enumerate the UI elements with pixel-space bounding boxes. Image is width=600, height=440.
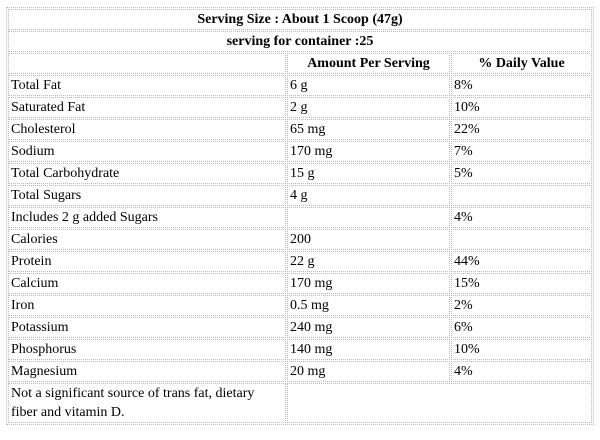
amount-cell (287, 207, 450, 228)
daily-value-cell: 4% (451, 207, 592, 228)
table-row: Sodium 170 mg 7% (8, 141, 592, 162)
table-row: Total Carbohydrate 15 g 5% (8, 163, 592, 184)
daily-value-cell: 4% (451, 361, 592, 382)
daily-value-column-header: % Daily Value (451, 53, 592, 74)
amount-cell: 2 g (287, 97, 450, 118)
amount-cell: 22 g (287, 251, 450, 272)
servings-per-container-heading: serving for container :25 (8, 31, 592, 52)
daily-value-cell: 10% (451, 339, 592, 360)
amount-cell: 6 g (287, 75, 450, 96)
footnote-row: Not a significant source of trans fat, d… (8, 383, 592, 423)
table-row: Calories 200 (8, 229, 592, 250)
nutrient-name-cell: Saturated Fat (8, 97, 286, 118)
nutrient-name-cell: Total Sugars (8, 185, 286, 206)
table-row: Total Sugars 4 g (8, 185, 592, 206)
nutrition-facts-container: Serving Size : About 1 Scoop (47g) servi… (6, 7, 594, 425)
amount-cell: 240 mg (287, 317, 450, 338)
table-row: Iron 0.5 mg 2% (8, 295, 592, 316)
nutrient-name-cell: Magnesium (8, 361, 286, 382)
amount-cell: 20 mg (287, 361, 450, 382)
nutrient-name-cell: Phosphorus (8, 339, 286, 360)
amount-cell: 4 g (287, 185, 450, 206)
daily-value-cell: 15% (451, 273, 592, 294)
footnote-empty-cell (287, 383, 592, 423)
nutrient-name-cell: Calcium (8, 273, 286, 294)
amount-cell: 15 g (287, 163, 450, 184)
amount-cell: 200 (287, 229, 450, 250)
serving-size-heading: Serving Size : About 1 Scoop (47g) (8, 9, 592, 30)
daily-value-cell: 8% (451, 75, 592, 96)
daily-value-cell: 22% (451, 119, 592, 140)
nutrient-column-header (8, 53, 286, 74)
amount-cell: 0.5 mg (287, 295, 450, 316)
daily-value-cell: 44% (451, 251, 592, 272)
amount-column-header: Amount Per Serving (287, 53, 450, 74)
daily-value-cell: 5% (451, 163, 592, 184)
table-row: Potassium 240 mg 6% (8, 317, 592, 338)
nutrient-name-cell: Iron (8, 295, 286, 316)
nutrition-table: Serving Size : About 1 Scoop (47g) servi… (6, 7, 594, 425)
table-header-row: Amount Per Serving % Daily Value (8, 53, 592, 74)
table-row: Includes 2 g added Sugars 4% (8, 207, 592, 228)
amount-cell: 65 mg (287, 119, 450, 140)
amount-cell: 140 mg (287, 339, 450, 360)
amount-cell: 170 mg (287, 141, 450, 162)
nutrient-name-cell: Potassium (8, 317, 286, 338)
daily-value-cell: 6% (451, 317, 592, 338)
nutrient-name-cell: Total Carbohydrate (8, 163, 286, 184)
table-row: Cholesterol 65 mg 22% (8, 119, 592, 140)
daily-value-cell: 10% (451, 97, 592, 118)
nutrient-name-cell: Includes 2 g added Sugars (8, 207, 286, 228)
servings-per-container-row: serving for container :25 (8, 31, 592, 52)
table-row: Phosphorus 140 mg 10% (8, 339, 592, 360)
footnote-text: Not a significant source of trans fat, d… (8, 383, 286, 423)
daily-value-cell: 2% (451, 295, 592, 316)
table-row: Saturated Fat 2 g 10% (8, 97, 592, 118)
table-row: Calcium 170 mg 15% (8, 273, 592, 294)
nutrient-name-cell: Calories (8, 229, 286, 250)
nutrient-name-cell: Cholesterol (8, 119, 286, 140)
daily-value-cell (451, 229, 592, 250)
nutrient-name-cell: Total Fat (8, 75, 286, 96)
table-row: Protein 22 g 44% (8, 251, 592, 272)
serving-size-row: Serving Size : About 1 Scoop (47g) (8, 9, 592, 30)
amount-cell: 170 mg (287, 273, 450, 294)
daily-value-cell: 7% (451, 141, 592, 162)
daily-value-cell (451, 185, 592, 206)
nutrient-name-cell: Sodium (8, 141, 286, 162)
table-row: Magnesium 20 mg 4% (8, 361, 592, 382)
table-row: Total Fat 6 g 8% (8, 75, 592, 96)
nutrient-name-cell: Protein (8, 251, 286, 272)
